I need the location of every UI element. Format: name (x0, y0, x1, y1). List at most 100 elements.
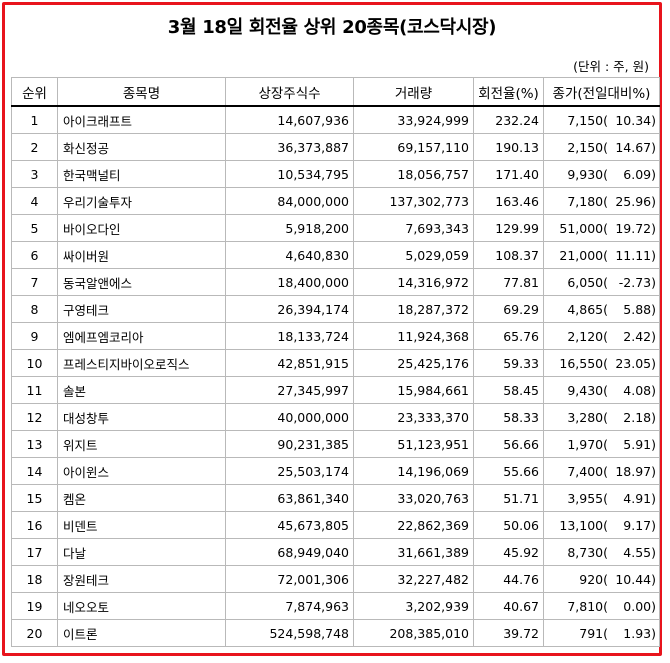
volume-cell: 31,661,389 (353, 538, 474, 566)
change-value: 0.00) (623, 598, 656, 614)
price-cell: 9,930(6.09) (543, 160, 660, 188)
volume-cell: 14,196,069 (353, 457, 474, 485)
change-value: -2.73) (618, 274, 656, 290)
price-value: 7,810( (567, 598, 608, 614)
unit-note: (단위 : 주, 원) (573, 59, 649, 74)
name-cell: 다날 (57, 538, 226, 566)
volume-cell: 11,924,368 (353, 322, 474, 350)
volume-cell: 18,056,757 (353, 160, 474, 188)
rank-cell: 5 (11, 214, 58, 242)
change-value: 10.44) (615, 571, 656, 587)
price-value: 2,120( (567, 328, 608, 344)
price-cell: 7,180( 25.96) (543, 187, 660, 215)
turnover-cell: 129.99 (473, 214, 544, 242)
table-row: 8 구영테크 26,394,174 18,287,372 69.29 4,865(5.88… (11, 295, 660, 323)
volume-cell: 69,157,110 (353, 133, 474, 161)
price-cell: 2,150(14.67) (543, 133, 660, 161)
volume-cell: 22,862,369 (353, 511, 474, 539)
header-name: 종목명 (57, 77, 226, 107)
turnover-cell: 232.24 (473, 105, 544, 134)
turnover-cell: 69.29 (473, 295, 544, 323)
name-cell: 비덴트 (57, 511, 226, 539)
turnover-cell: 44.76 (473, 565, 544, 593)
header-price: 종가(전일대비%) (543, 77, 660, 107)
turnover-cell: 51.71 (473, 484, 544, 512)
price-cell: 791(1.93) (543, 619, 660, 647)
rank-cell: 2 (11, 133, 58, 161)
name-cell: 대성창투 (57, 403, 226, 431)
shares-cell: 72,001,306 (225, 565, 354, 593)
shares-cell: 5,918,200 (225, 214, 354, 242)
table-row: 18 장원테크 72,001,306 32,227,482 44.76 920(10.44… (11, 565, 660, 593)
price-cell: 13,100( 9.17) (543, 511, 660, 539)
name-cell: 이트론 (57, 619, 226, 647)
rank-cell: 4 (11, 187, 58, 215)
volume-cell: 33,924,999 (353, 105, 474, 134)
turnover-cell: 171.40 (473, 160, 544, 188)
price-value: 7,400( (567, 463, 608, 479)
table-row: 15 켐온 63,861,340 33,020,763 51.71 3,955(4.91) (11, 484, 660, 512)
name-cell: 아이윈스 (57, 457, 226, 485)
table-row: 9 엠에프엠코리아 18,133,724 11,924,368 65.76 2,120(2… (11, 322, 660, 350)
table-row: 6 싸이버원 4,640,830 5,029,059 108.37 21,000(11.1… (11, 241, 660, 269)
volume-cell: 23,333,370 (353, 403, 474, 431)
shares-cell: 40,000,000 (225, 403, 354, 431)
turnover-cell: 45.92 (473, 538, 544, 566)
turnover-cell: 65.76 (473, 322, 544, 350)
name-cell: 싸이버원 (57, 241, 226, 269)
change-value: 9.17) (623, 517, 656, 533)
price-value: 13,100( (559, 517, 608, 533)
rank-cell: 14 (11, 457, 58, 485)
table-row: 1 아이크래프트 14,607,936 33,924,999 232.24 7,150(1… (11, 105, 660, 134)
change-value: 4.08) (623, 382, 656, 398)
price-cell: 21,000(11.11) (543, 241, 660, 269)
price-value: 9,430( (567, 382, 608, 398)
shares-cell: 25,503,174 (225, 457, 354, 485)
turnover-cell: 190.13 (473, 133, 544, 161)
price-value: 3,280( (567, 409, 608, 425)
price-cell: 1,970(5.91) (543, 430, 660, 458)
name-cell: 위지트 (57, 430, 226, 458)
price-value: 7,180( (567, 193, 608, 209)
price-value: 6,050( (567, 274, 608, 290)
price-cell: 3,955(4.91) (543, 484, 660, 512)
rank-cell: 11 (11, 376, 58, 404)
price-value: 920( (579, 571, 608, 587)
price-cell: 920( 10.44) (543, 565, 660, 593)
shares-cell: 18,133,724 (225, 322, 354, 350)
price-cell: 6,050( -2.73) (543, 268, 660, 296)
turnover-cell: 55.66 (473, 457, 544, 485)
shares-cell: 4,640,830 (225, 241, 354, 269)
change-value: 1.93) (623, 625, 656, 641)
turnover-cell: 77.81 (473, 268, 544, 296)
name-cell: 화신정공 (57, 133, 226, 161)
table-row: 14 아이윈스 25,503,174 14,196,069 55.66 7,400(18.… (11, 457, 660, 485)
shares-cell: 10,534,795 (225, 160, 354, 188)
price-cell: 16,550(23.05) (543, 349, 660, 377)
rank-cell: 3 (11, 160, 58, 188)
turnover-cell: 58.45 (473, 376, 544, 404)
price-cell: 4,865(5.88) (543, 295, 660, 323)
change-value: 2.42) (623, 328, 656, 344)
price-value: 3,955( (567, 490, 608, 506)
table-row: 12 대성창투 40,000,000 23,333,370 58.33 3,280(2.1… (11, 403, 660, 431)
shares-cell: 27,345,997 (225, 376, 354, 404)
volume-cell: 7,693,343 (353, 214, 474, 242)
name-cell: 켐온 (57, 484, 226, 512)
header-volume: 거래량 (353, 77, 474, 107)
header-shares: 상장주식수 (225, 77, 354, 107)
header-rank: 순위 (11, 77, 58, 107)
shares-cell: 63,861,340 (225, 484, 354, 512)
shares-cell: 45,673,805 (225, 511, 354, 539)
price-cell: 7,400(18.97) (543, 457, 660, 485)
change-value: 23.05) (615, 355, 656, 371)
name-cell: 동국알앤에스 (57, 268, 226, 296)
turnover-table: 순위 종목명 상장주식수 거래량 회전율(%) 종가(전일대비%) 1 아이크래프… (11, 77, 660, 647)
shares-cell: 84,000,000 (225, 187, 354, 215)
rank-cell: 19 (11, 592, 58, 620)
rank-cell: 18 (11, 565, 58, 593)
shares-cell: 26,394,174 (225, 295, 354, 323)
change-value: 25.96) (615, 193, 656, 209)
turnover-cell: 108.37 (473, 241, 544, 269)
change-value: 2.18) (623, 409, 656, 425)
